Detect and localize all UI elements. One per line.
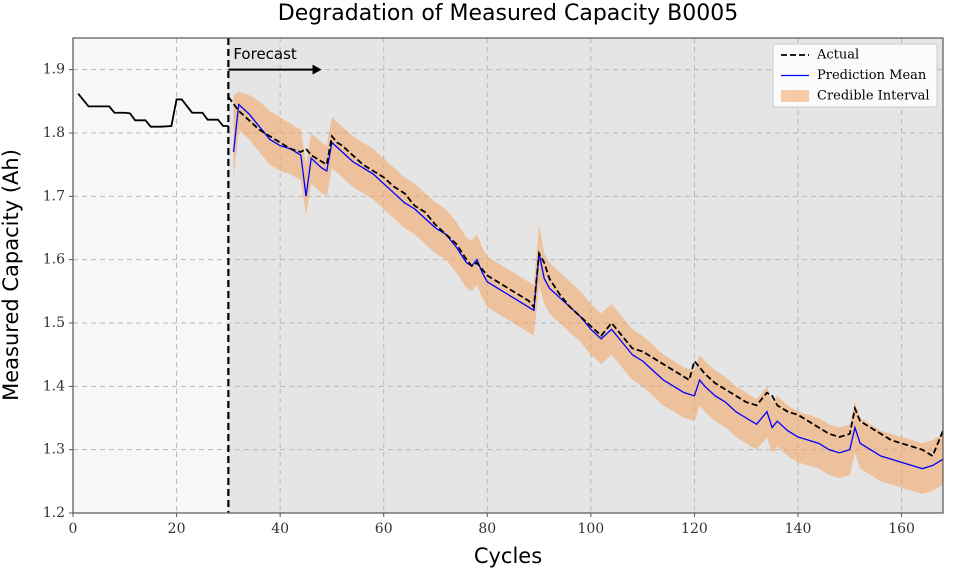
x-tick-label: 20 — [168, 521, 186, 537]
legend-swatch — [781, 90, 809, 102]
x-tick-label: 140 — [785, 521, 812, 537]
legend-label: Credible Interval — [817, 89, 930, 104]
legend: Actual Prediction Mean Credible Interval — [772, 43, 938, 108]
x-tick-label: 100 — [577, 521, 604, 537]
y-tick-label: 1.5 — [43, 315, 65, 331]
y-tick-label: 1.3 — [43, 442, 65, 458]
y-axis-label: Measured Capacity (Ah) — [0, 149, 23, 401]
plot-frame — [72, 37, 944, 514]
y-tick-label: 1.4 — [43, 378, 65, 394]
forecast-arrowhead — [312, 64, 322, 75]
legend-box — [772, 43, 938, 108]
y-tick-label: 1.8 — [43, 125, 65, 141]
actual-line — [227, 96, 944, 458]
y-tick-label: 1.6 — [43, 252, 65, 268]
y-tick-label: 1.9 — [43, 62, 65, 78]
x-tick-label: 160 — [888, 521, 915, 537]
y-tick-label: 1.7 — [43, 188, 65, 204]
legend-label: Prediction Mean — [817, 68, 927, 83]
chart-title: Degradation of Measured Capacity B0005 — [278, 1, 738, 26]
forecast-label: Forecast — [233, 45, 297, 63]
x-tick-label: 0 — [69, 521, 78, 537]
legend-label: Actual — [816, 48, 859, 63]
history-line — [77, 93, 229, 128]
x-tick-label: 40 — [271, 521, 289, 537]
x-axis-label: Cycles — [474, 544, 542, 568]
history-background — [73, 38, 229, 513]
y-tick-label: 1.2 — [43, 505, 65, 521]
x-tick-label: 80 — [478, 521, 496, 537]
x-tick-label: 120 — [681, 521, 708, 537]
x-tick-label: 60 — [375, 521, 393, 537]
